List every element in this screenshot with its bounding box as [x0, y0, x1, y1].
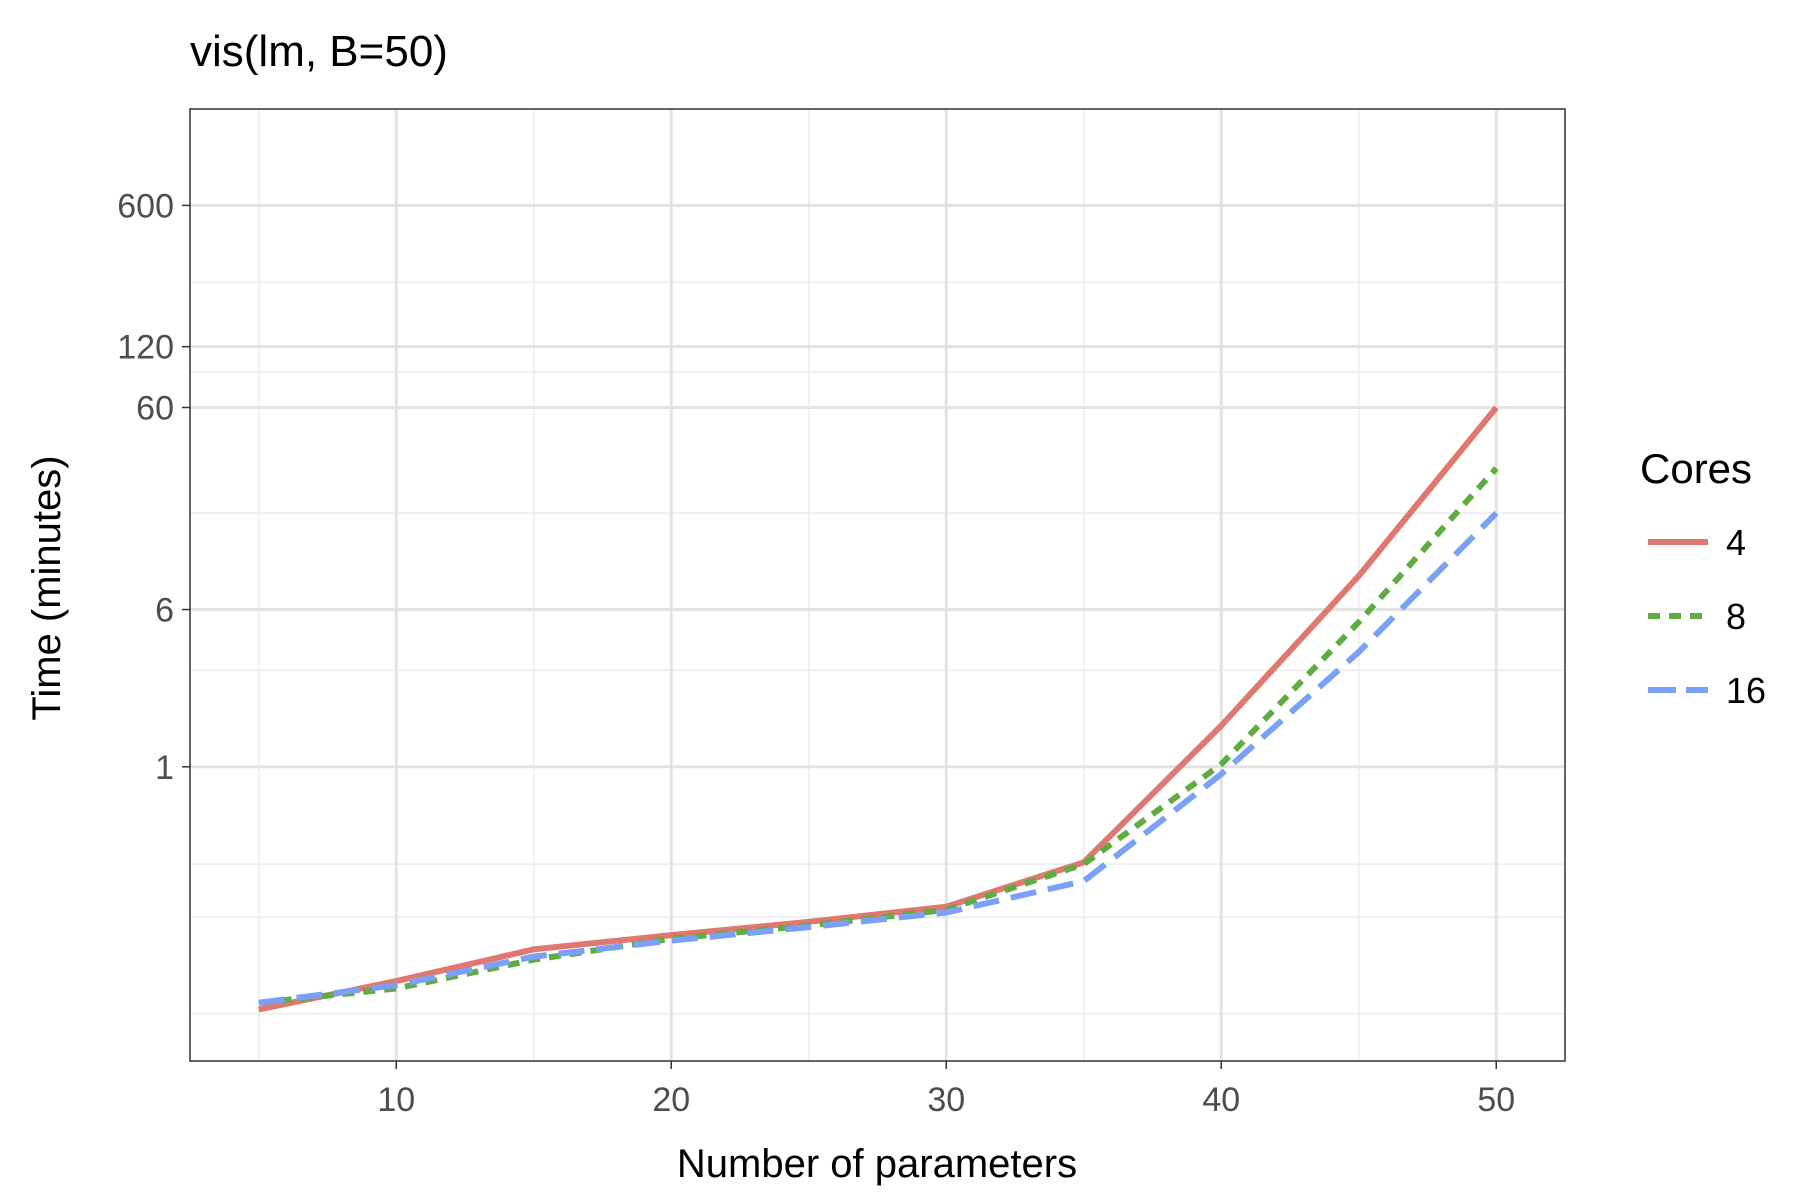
legend-label-8: 8	[1726, 596, 1746, 637]
y-tick-label: 1	[155, 749, 174, 787]
y-axis: 1 6 60 120 600	[117, 187, 190, 787]
x-axis: 10 20 30 40 50	[377, 1061, 1515, 1119]
y-tick-label: 600	[117, 187, 174, 225]
x-tick-label: 20	[652, 1081, 690, 1119]
y-tick-label: 6	[155, 592, 174, 630]
minor-grid	[190, 109, 1565, 1061]
x-tick-label: 40	[1202, 1081, 1240, 1119]
y-tick-label: 120	[117, 329, 174, 367]
series-line-4	[258, 405, 1499, 1013]
series-layer	[258, 405, 1499, 1013]
chart-title: vis(lm, B=50)	[190, 27, 448, 76]
x-axis-label: Number of parameters	[677, 1142, 1077, 1186]
legend-label-4: 4	[1726, 522, 1746, 563]
x-tick-label: 30	[927, 1081, 965, 1119]
y-tick-label: 60	[136, 389, 174, 427]
x-tick-label: 10	[377, 1081, 415, 1119]
plot-panel	[190, 109, 1565, 1061]
y-axis-label: Time (minutes)	[25, 455, 69, 720]
legend-title: Cores	[1640, 445, 1752, 492]
legend: Cores 4 8 16	[1640, 445, 1766, 711]
legend-label-16: 16	[1726, 670, 1766, 711]
major-grid	[190, 109, 1565, 1061]
series-line-16	[258, 510, 1499, 1006]
legend-items: 4 8 16	[1648, 522, 1766, 711]
plot-border	[189, 108, 1566, 1062]
x-tick-label: 50	[1477, 1081, 1515, 1119]
